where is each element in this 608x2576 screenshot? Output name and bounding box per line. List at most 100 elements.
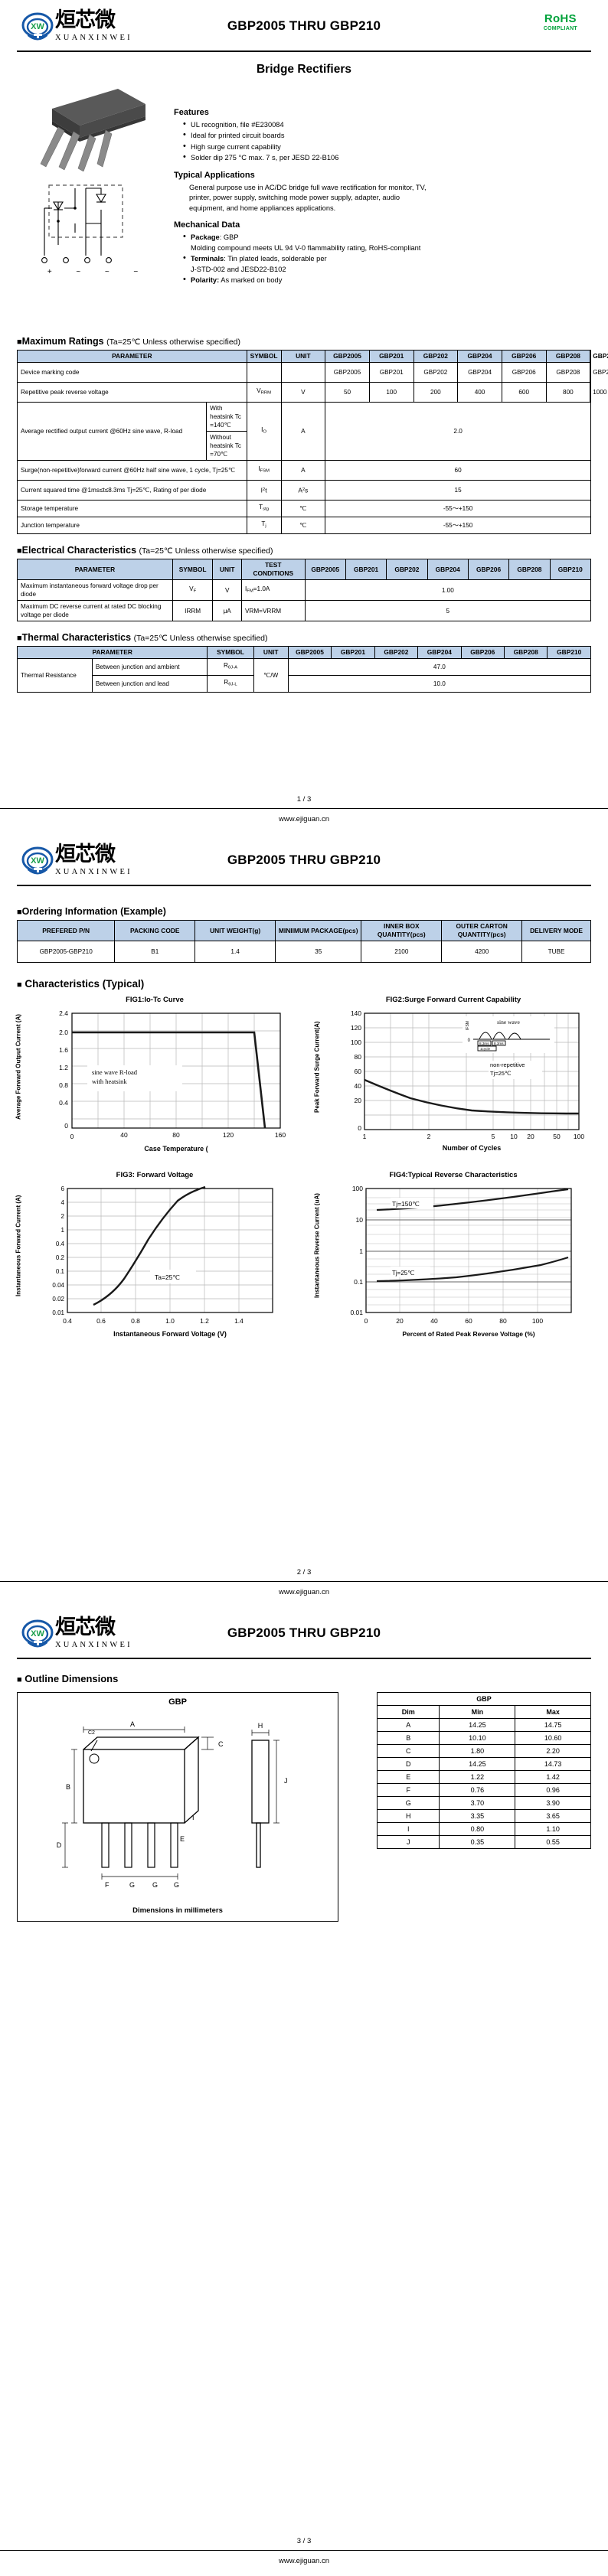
row-subcondition-b: Without heatsink Tc =70℃ xyxy=(206,431,247,461)
dim-max: 10.60 xyxy=(515,1731,591,1745)
logo-english-name: XUANXINWEI xyxy=(55,868,132,876)
chart-title: FIG4:Typical Reverse Characteristics xyxy=(389,1171,518,1179)
row-param: Surge(non-repetitive)forward current @60… xyxy=(17,460,247,481)
document-header: XW 烜芯微 XUANXINWEI GBP2005 THRU GBP210 Ro… xyxy=(17,0,591,47)
footer-divider xyxy=(0,1581,608,1582)
cell-value: 100 xyxy=(368,382,414,403)
cell-value: 600 xyxy=(501,382,547,403)
table-row: B 10.10 10.60 xyxy=(376,1731,591,1745)
chart-title: FIG1:Io-Tc Curve xyxy=(126,996,184,1004)
callout-I: I xyxy=(192,1814,194,1821)
company-logo: XW 烜芯微 XUANXINWEI xyxy=(21,843,144,880)
chart-plot-area: Instantaneous Reverse Current (uA) xyxy=(314,1181,591,1345)
chart-plot-area: Average Forward Output Current (A) xyxy=(15,1006,293,1159)
col-gbp204: GBP204 xyxy=(427,559,469,580)
svg-text:0.4: 0.4 xyxy=(63,1317,72,1325)
row-unit: A2s xyxy=(280,480,326,501)
chart-fig4: FIG4:Typical Reverse Characteristics Ins… xyxy=(314,1171,591,1345)
callout-F: F xyxy=(105,1881,110,1889)
svg-text:0.04: 0.04 xyxy=(52,1282,64,1289)
table-row: Junction temperature Tj ℃ -55～+150 xyxy=(17,517,591,534)
svg-text:0.1: 0.1 xyxy=(354,1278,363,1286)
package-photo xyxy=(40,89,145,171)
col-gbp202: GBP202 xyxy=(374,646,419,659)
table-header-row: GBP xyxy=(377,1692,591,1706)
page-title: GBP2005 THRU GBP210 xyxy=(227,18,381,33)
table-row: E 1.22 1.42 xyxy=(376,1770,591,1784)
col-gbp206: GBP206 xyxy=(501,350,547,363)
bridge-schematic-diagram xyxy=(41,184,123,263)
col-gbp202: GBP202 xyxy=(386,559,428,580)
cell-value: B1 xyxy=(114,941,196,963)
outline-drawing: GBP xyxy=(17,1692,338,1922)
page-1-footer: 1 / 3 www.ejiguan.cn xyxy=(0,795,608,823)
y-axis-label: Average Forward Output Current (A) xyxy=(15,1014,22,1120)
cell-value: 4200 xyxy=(441,941,523,963)
svg-text:80: 80 xyxy=(355,1053,362,1061)
table-header-row: Dim Min Max xyxy=(376,1705,591,1719)
electrical-title: Electrical Characteristics xyxy=(21,545,137,556)
row-unit: V xyxy=(212,579,242,601)
row-subcondition-a: With heatsink Tc =140℃ xyxy=(206,402,247,432)
website-link[interactable]: www.ejiguan.cn xyxy=(278,2557,329,2565)
row-unit: ℃ xyxy=(280,517,326,534)
dim-min: 14.25 xyxy=(439,1757,516,1771)
svg-text:2: 2 xyxy=(427,1133,431,1140)
table-row: J 0.35 0.55 xyxy=(376,1835,591,1849)
svg-text:0.4: 0.4 xyxy=(56,1241,65,1247)
logo-mark-icon: XW xyxy=(21,12,54,41)
svg-text:40: 40 xyxy=(120,1131,128,1139)
ordering-title: Ordering Information (Example) xyxy=(21,906,166,917)
svg-text:8.3ms: 8.3ms xyxy=(494,1042,504,1045)
y-axis-label: Peak Forward Surge Current(A) xyxy=(313,1021,321,1113)
pin-label-plus: + xyxy=(47,268,52,276)
fig3-x-axis-title: Instantaneous Forward Voltage (V) xyxy=(113,1330,227,1338)
fig2-x-axis-title: Number of Cycles xyxy=(443,1144,502,1152)
svg-text:0.01: 0.01 xyxy=(350,1309,363,1316)
page-number: 3 / 3 xyxy=(296,2537,312,2545)
row-symbol: RθJ-A xyxy=(207,658,254,676)
bullet-square: ■ xyxy=(17,908,22,917)
svg-text:1.2: 1.2 xyxy=(59,1064,68,1071)
col-minimum-package: MINIIMUM PACKAGE(pcs) xyxy=(275,920,362,941)
dim-name: H xyxy=(376,1809,440,1823)
mechanical-item-terminals: Terminals: Tin plated leads, solderable … xyxy=(183,253,427,275)
svg-text:2: 2 xyxy=(61,1213,65,1220)
cell-value-span: 2.0 xyxy=(325,402,591,461)
website-link[interactable]: www.ejiguan.cn xyxy=(278,815,329,823)
bullet-square: ■ xyxy=(17,546,22,556)
dim-name: D xyxy=(376,1757,440,1771)
row-symbol: VF xyxy=(172,579,214,601)
table-row: Current squared time @1ms≤t≤8.3ms Tj=25℃… xyxy=(17,480,591,501)
col-unit: UNIT xyxy=(212,559,242,580)
row-test: VRM=VRRM xyxy=(240,600,306,621)
cell-value: GBP2005 xyxy=(325,362,370,383)
dim-name: I xyxy=(376,1822,440,1836)
features-list: UL recognition, file #E230084 Ideal for … xyxy=(174,119,427,164)
col-outer-carton-qty: OUTER CARTON QUANTITY(pcs) xyxy=(441,920,523,941)
website-link[interactable]: www.ejiguan.cn xyxy=(278,1588,329,1596)
row-param: Storage temperature xyxy=(17,500,247,517)
dim-min: 3.70 xyxy=(439,1796,516,1810)
thermal-table: PARAMETER SYMBOL UNIT GBP2005 GBP201 GBP… xyxy=(16,646,592,693)
col-gbp208: GBP208 xyxy=(508,559,551,580)
table-row: Device marking code GBP2005 GBP201 GBP20… xyxy=(17,362,608,383)
package-outline-svg: A B D C C2 F G G G E I xyxy=(57,1720,288,1889)
logo-chinese-name: 烜芯微 xyxy=(55,1616,116,1639)
mechanical-heading: Mechanical Data xyxy=(174,220,240,230)
fig4-annotation-25: Tj=25℃ xyxy=(392,1270,414,1277)
document-header: XW 烜芯微 XUANXINWEI GBP2005 THRU GBP210 xyxy=(17,1607,591,1655)
mechanical-value: As marked on body xyxy=(221,276,283,285)
cell-value: GBP208 xyxy=(545,362,591,383)
mechanical-label: Terminals xyxy=(191,255,224,263)
dim-name: B xyxy=(376,1731,440,1745)
fig3-annotation: Ta=25℃ xyxy=(155,1273,180,1281)
dim-max: 1.42 xyxy=(515,1770,591,1784)
cell-value: GBP2005-GBP210 xyxy=(16,941,116,963)
dim-min: 10.10 xyxy=(439,1731,516,1745)
callout-B: B xyxy=(66,1783,70,1791)
table-row: Repetitive peak reverse voltage VRRM V 5… xyxy=(17,382,606,403)
logo-chinese-name: 烜芯微 xyxy=(55,843,116,866)
dim-max: 3.90 xyxy=(515,1796,591,1810)
mechanical-extra: Molding compound meets UL 94 V-0 flammab… xyxy=(191,243,421,252)
